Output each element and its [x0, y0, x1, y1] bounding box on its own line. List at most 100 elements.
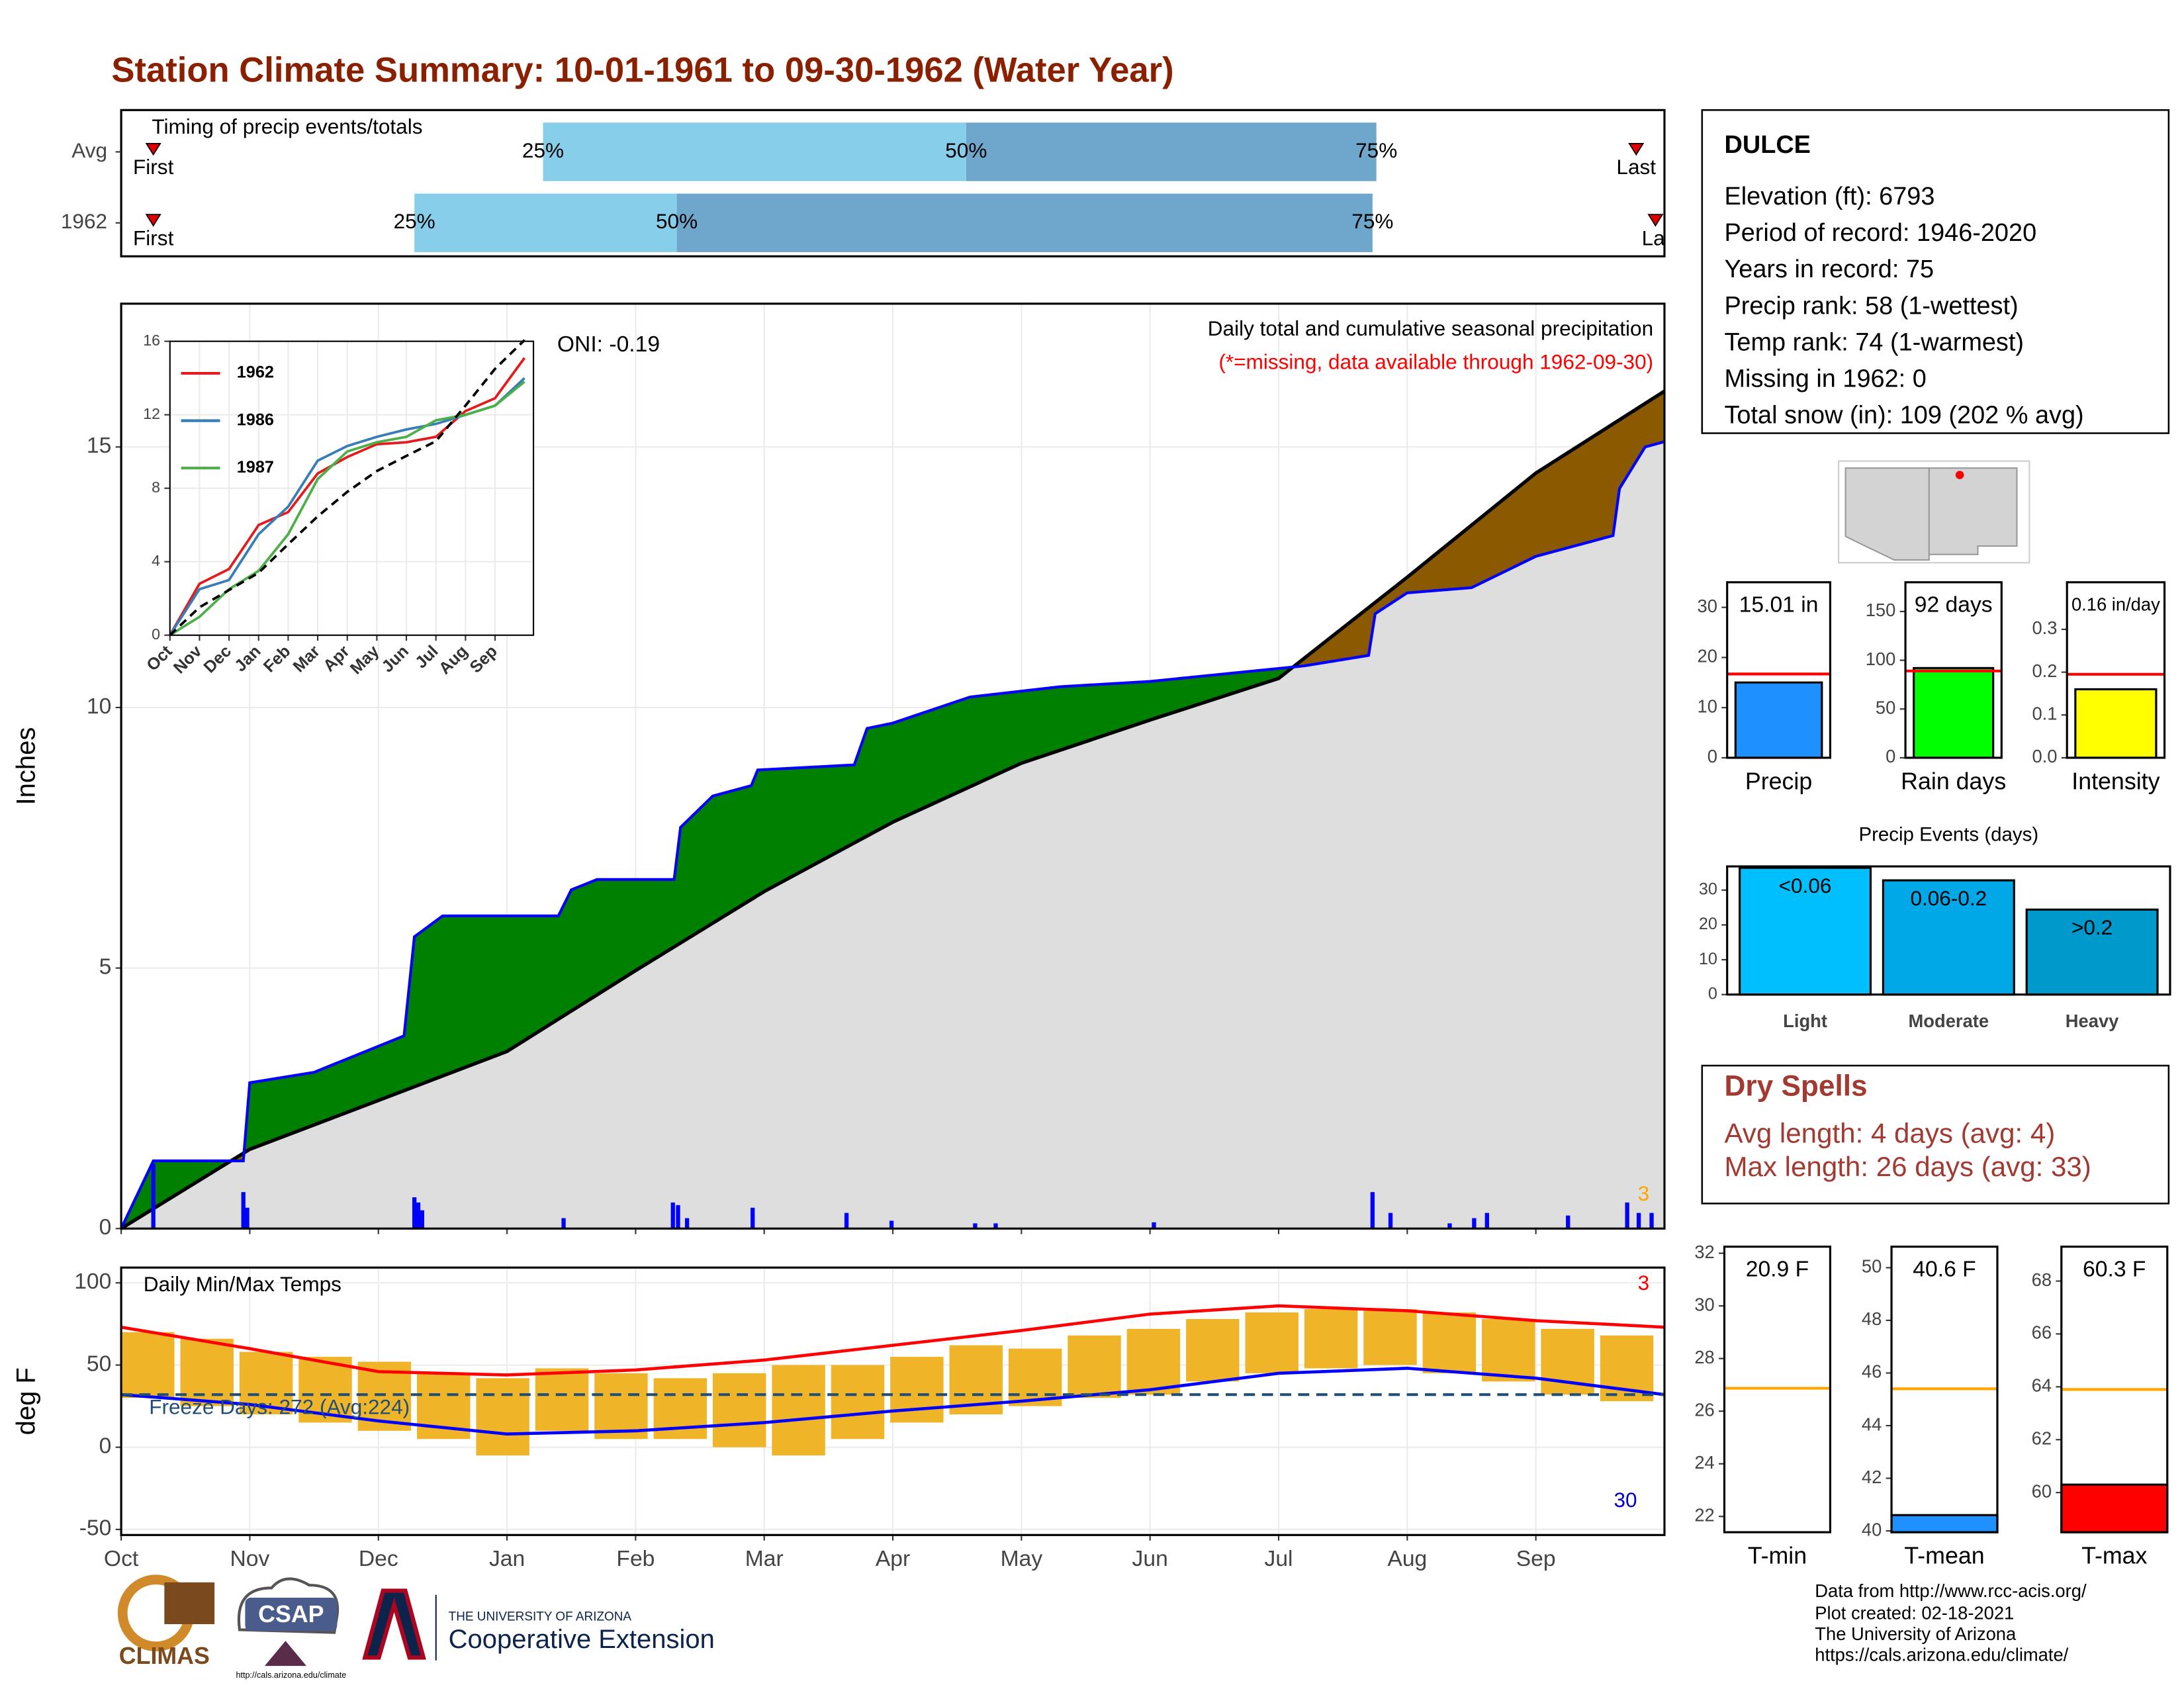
y-tick-label: 0 — [152, 625, 160, 643]
high-count: 3 — [1638, 1271, 1650, 1295]
annotation: ONI: -0.19 — [557, 332, 660, 357]
bin-label: >0.2 — [2071, 915, 2113, 939]
temp-range-bar — [1482, 1318, 1535, 1382]
y-tick-label: 20 — [1698, 646, 1717, 666]
category-label: T-min — [1748, 1542, 1807, 1569]
y-tick-label: 0.2 — [2032, 661, 2057, 681]
ua-logo — [362, 1588, 426, 1660]
y-tick-label: 8 — [152, 479, 160, 496]
note: (*=missing, data available through 1962-… — [1218, 350, 1653, 374]
y-tick-label: 50 — [1862, 1256, 1882, 1277]
y-tick-label: 0 — [99, 1215, 112, 1240]
y-tick-label: 150 — [1866, 600, 1896, 620]
daily-bar — [993, 1223, 998, 1229]
quartile-label: 75% — [1351, 209, 1393, 233]
y-tick-label: 28 — [1694, 1347, 1714, 1367]
temp-range-bar — [1422, 1312, 1477, 1373]
y-tick-label: 15 — [87, 434, 111, 458]
y-tick-label: 46 — [1862, 1361, 1882, 1382]
station-name: DULCE — [1724, 131, 1810, 159]
quartile-bar — [414, 193, 677, 252]
plot-frame — [1723, 1246, 1832, 1533]
plot-frame — [120, 1266, 1666, 1536]
station-line: Period of record: 1946-2020 — [1724, 219, 2036, 247]
ua-text: THE UNIVERSITY OF ARIZONA — [449, 1610, 632, 1623]
y-tick-label: 60 — [2032, 1481, 2052, 1501]
x-tick-label: Feb — [260, 642, 295, 676]
legend-label: 1987 — [237, 458, 274, 477]
x-tick-label: Mar — [289, 642, 324, 676]
logos: CLIMAS CSAP http://cals.arizona.edu/clim… — [117, 1575, 715, 1680]
category-label: Rain days — [1901, 768, 2006, 794]
average-line — [169, 339, 525, 637]
x-tick-label: Apr — [320, 642, 353, 676]
y-tick-label: 30 — [1694, 1294, 1714, 1314]
daily-bar — [684, 1218, 690, 1229]
dry-line: Max length: 26 days (avg: 33) — [1724, 1151, 2091, 1182]
value-label: 20.9 F — [1746, 1257, 1809, 1281]
bin-label: <0.06 — [1779, 874, 1832, 897]
last-label: La — [1642, 226, 1666, 250]
x-tick-label: Aug — [435, 642, 472, 678]
daily-bar — [1152, 1222, 1156, 1229]
x-tick-label: Mar — [745, 1547, 784, 1571]
category-label: T-max — [2081, 1542, 2147, 1569]
station-line: Years in record: 75 — [1724, 255, 1934, 283]
quartile-bar — [543, 122, 966, 181]
daily-bar — [751, 1207, 755, 1229]
temp-range-bar — [594, 1373, 648, 1440]
end-count: 3 — [1638, 1181, 1650, 1205]
daily-bar — [1388, 1212, 1393, 1229]
map-state — [1928, 467, 2018, 555]
quartile-bar — [676, 193, 1373, 252]
low-count: 30 — [1614, 1488, 1637, 1512]
csap-mountain — [264, 1641, 307, 1667]
bar — [1734, 681, 1823, 759]
value-label: 92 days — [1915, 592, 1993, 617]
plot-frame — [120, 302, 1666, 1230]
daily-bar — [561, 1218, 566, 1229]
x-tick-label: May — [1001, 1547, 1043, 1571]
normal-line — [120, 1367, 1665, 1436]
x-tick-label: Jun — [378, 642, 412, 676]
x-tick-label: Apr — [876, 1547, 910, 1571]
timeline-title: Timing of precip events/totals — [152, 114, 422, 138]
value-label: 0.16 in/day — [2071, 594, 2160, 615]
first-label: First — [133, 155, 174, 179]
temp-range-bar — [1186, 1318, 1240, 1382]
x-tick-label: Oct — [143, 642, 176, 675]
map — [1838, 460, 2030, 564]
daily-bar — [151, 1163, 156, 1229]
dry-line: Avg length: 4 days (avg: 4) — [1724, 1117, 2055, 1148]
station-line: Temp rank: 74 (1-warmest) — [1724, 328, 2024, 356]
event-marker — [145, 214, 161, 227]
temp-range-bar — [1008, 1348, 1062, 1406]
chart-title: Precip Events (days) — [1858, 824, 2038, 846]
daily-bar — [670, 1202, 675, 1229]
daily-bar — [420, 1210, 424, 1229]
x-tick-label: Feb — [616, 1547, 655, 1571]
y-tick-label: 22 — [1694, 1504, 1714, 1525]
quartile-label: 25% — [394, 209, 435, 233]
row-label: 1962 — [61, 209, 107, 233]
category-label: T-mean — [1904, 1542, 1984, 1569]
y-tick-label: 0.1 — [2032, 703, 2057, 723]
station-line: Missing in 1962: 0 — [1724, 365, 1926, 393]
page-title: Station Climate Summary: 10-01-1961 to 0… — [111, 50, 1173, 89]
temp-range-bar — [1363, 1309, 1417, 1365]
series-line — [169, 357, 526, 636]
bar — [1739, 866, 1872, 996]
x-tick-label: Aug — [1387, 1547, 1427, 1571]
temp-range-bar — [121, 1332, 175, 1398]
y-tick-label: 12 — [143, 405, 160, 422]
daily-bar — [676, 1205, 680, 1229]
footer-line: The University of Arizona — [1815, 1623, 2017, 1644]
plot-frame — [1726, 865, 2171, 996]
value-label: 40.6 F — [1913, 1257, 1976, 1281]
daily-bar — [1636, 1212, 1641, 1229]
y-tick-label: 0 — [99, 1434, 112, 1459]
temp-range-bar — [1068, 1335, 1121, 1398]
event-marker — [145, 142, 161, 156]
dry-title: Dry Spells — [1724, 1070, 1867, 1102]
